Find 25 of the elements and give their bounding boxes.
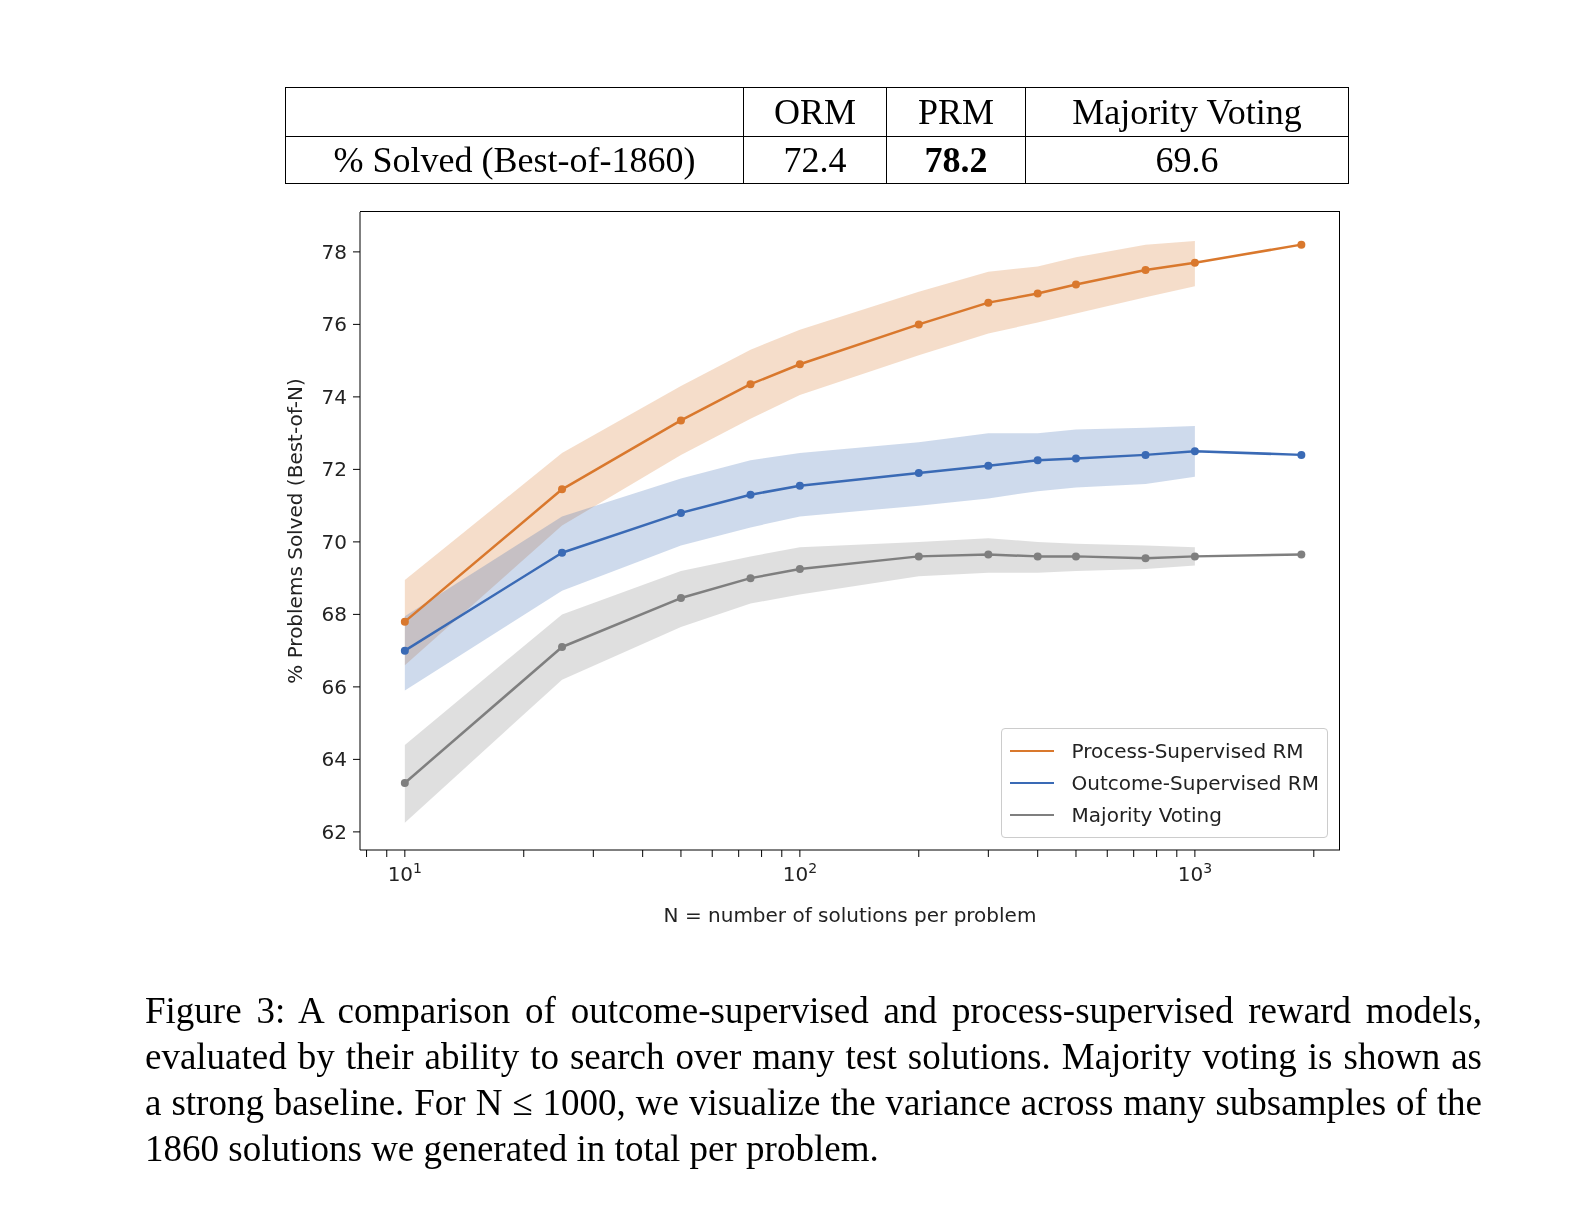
y-tick-label: 72 [321, 457, 347, 482]
y-tick-label: 62 [321, 819, 347, 844]
x-tick-label: 10$^{3}$ [1177, 860, 1213, 886]
legend-label: Majority Voting [1071, 803, 1222, 827]
y-axis-title: % Problems Solved (Best-of-N) [283, 378, 308, 684]
x-tick-label: 10$^{2}$ [782, 860, 818, 886]
text: 72.4 [743, 136, 887, 184]
caption: Figure 3: A comparison of outcome-supervised and process-supervised reward models, evaluated by their ability to search over many test solutions. Majority voting is shown as a strong baseline. For N ≤ 1000, we visualize the variance across many subsamples of the 1860 solutions we generated in total per problem. [145, 989, 1482, 1171]
text: 78.2 [886, 136, 1026, 184]
text: ORM [743, 87, 887, 137]
y-tick-label: 64 [321, 747, 347, 772]
text: Majority Voting [1025, 87, 1349, 137]
y-tick-label: 70 [321, 529, 347, 554]
text: PRM [886, 87, 1026, 137]
text: 69.6 [1025, 136, 1349, 184]
y-tick-label: 78 [321, 239, 347, 264]
y-tick-label: 76 [321, 312, 347, 337]
y-tick-label: 66 [321, 674, 347, 699]
legend-label: Outcome-Supervised RM [1071, 771, 1319, 795]
legend-label: Process-Supervised RM [1071, 739, 1304, 763]
x-tick-label: 10$^{1}$ [387, 860, 423, 886]
y-tick-label: 68 [321, 602, 347, 627]
text: % Solved (Best-of-1860) [285, 136, 744, 184]
y-tick-label: 74 [321, 384, 347, 409]
x-axis-title: N = number of solutions per problem [663, 903, 1037, 927]
